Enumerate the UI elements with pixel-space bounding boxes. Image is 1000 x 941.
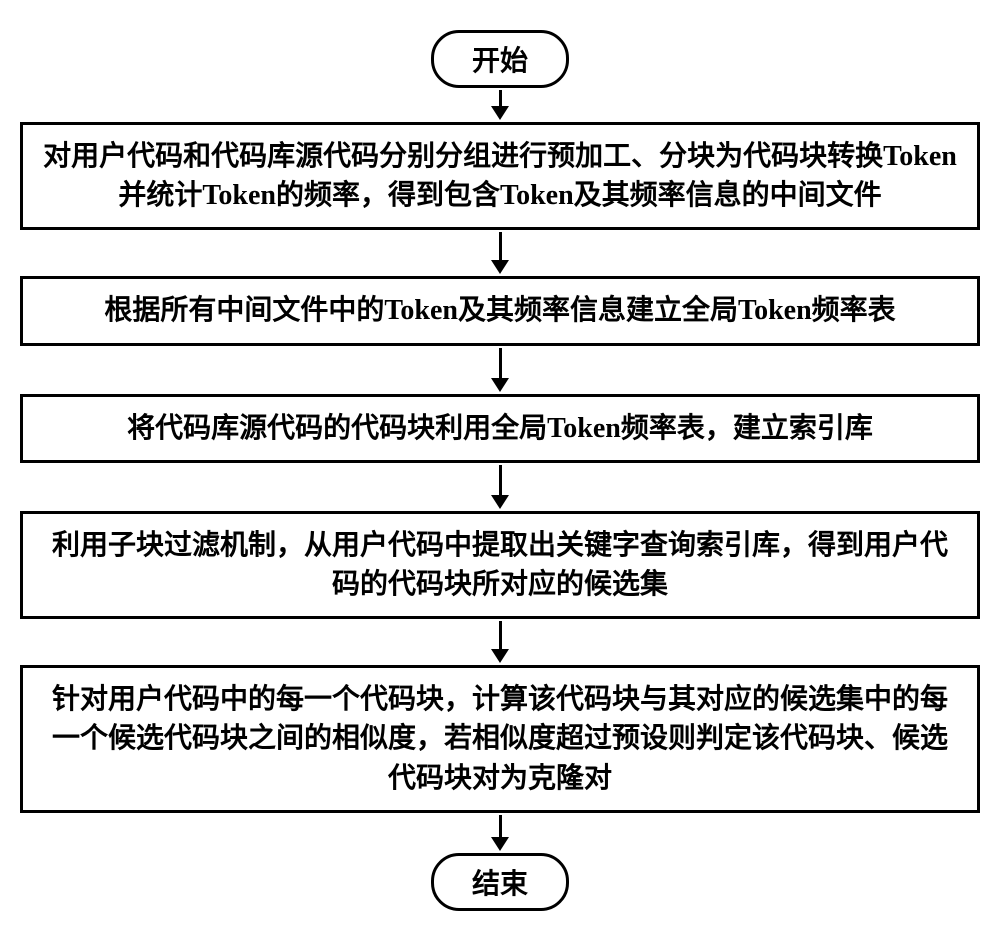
end-terminal: 结束 bbox=[431, 853, 569, 911]
end-label: 结束 bbox=[472, 869, 528, 900]
arrow-line bbox=[499, 232, 502, 260]
process-step-3: 将代码库源代码的代码块利用全局Token频率表，建立索引库 bbox=[20, 394, 980, 463]
step5-label: 针对用户代码中的每一个代码块，计算该代码块与其对应的候选集中的每一个候选代码块之… bbox=[52, 684, 948, 793]
start-label: 开始 bbox=[472, 46, 528, 77]
process-step-2: 根据所有中间文件中的Token及其频率信息建立全局Token频率表 bbox=[20, 276, 980, 345]
process-step-4: 利用子块过滤机制，从用户代码中提取出关键字查询索引库，得到用户代码的代码块所对应… bbox=[20, 511, 980, 619]
process-step-5: 针对用户代码中的每一个代码块，计算该代码块与其对应的候选集中的每一个候选代码块之… bbox=[20, 665, 980, 813]
arrow-head bbox=[491, 106, 509, 120]
arrow-head bbox=[491, 378, 509, 392]
arrow-head bbox=[491, 260, 509, 274]
step2-label: 根据所有中间文件中的Token及其频率信息建立全局Token频率表 bbox=[104, 295, 895, 326]
arrow-line bbox=[499, 815, 502, 837]
arrow-head bbox=[491, 649, 509, 663]
step1-label: 对用户代码和代码库源代码分别分组进行预加工、分块为代码块转换Token并统计To… bbox=[43, 141, 957, 211]
arrow-1 bbox=[491, 232, 509, 274]
arrow-5 bbox=[491, 815, 509, 851]
arrow-2 bbox=[491, 348, 509, 392]
flowchart-container: 开始 对用户代码和代码库源代码分别分组进行预加工、分块为代码块转换Token并统… bbox=[20, 30, 980, 911]
process-step-1: 对用户代码和代码库源代码分别分组进行预加工、分块为代码块转换Token并统计To… bbox=[20, 122, 980, 230]
arrow-3 bbox=[491, 465, 509, 509]
arrow-line bbox=[499, 348, 502, 378]
arrow-4 bbox=[491, 621, 509, 663]
step4-label: 利用子块过滤机制，从用户代码中提取出关键字查询索引库，得到用户代码的代码块所对应… bbox=[52, 530, 948, 600]
start-terminal: 开始 bbox=[431, 30, 569, 88]
arrow-line bbox=[499, 465, 502, 495]
arrow-line bbox=[499, 621, 502, 649]
arrow-head bbox=[491, 837, 509, 851]
step3-label: 将代码库源代码的代码块利用全局Token频率表，建立索引库 bbox=[127, 413, 873, 444]
arrow-line bbox=[499, 90, 502, 106]
arrow-head bbox=[491, 495, 509, 509]
arrow-0 bbox=[491, 90, 509, 120]
